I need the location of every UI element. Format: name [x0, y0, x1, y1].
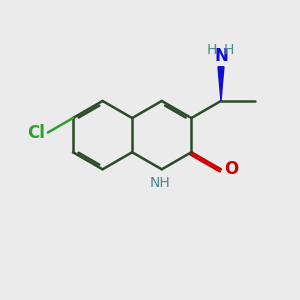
Text: N: N [214, 47, 228, 65]
Text: NH: NH [150, 176, 171, 190]
Polygon shape [218, 67, 224, 101]
Text: Cl: Cl [27, 124, 45, 142]
Text: O: O [224, 160, 239, 178]
Text: H: H [224, 43, 235, 57]
Text: H: H [207, 43, 217, 57]
